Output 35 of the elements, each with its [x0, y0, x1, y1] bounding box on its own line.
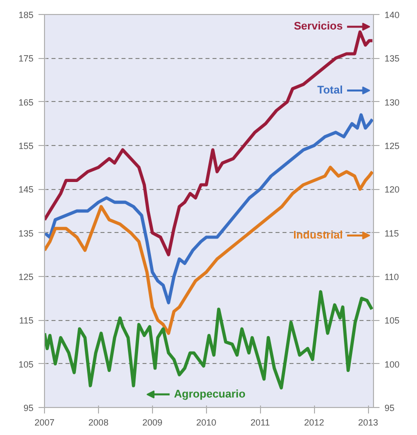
- y2-tick-label: 105: [384, 316, 400, 326]
- x-tick-label: 2009: [142, 418, 162, 428]
- series-label: Agropecuario: [174, 388, 246, 400]
- y2-tick-label: 120: [384, 184, 400, 195]
- line-series: [44, 290, 374, 390]
- y-tick-label: 135: [18, 228, 34, 238]
- line-series: [44, 113, 374, 304]
- y2-tick-label: 125: [384, 141, 400, 151]
- y2-tick-label: 140: [384, 10, 400, 20]
- y-tick-label: 165: [18, 97, 34, 108]
- y-tick-label: 155: [18, 141, 34, 151]
- x-tick-label: 2013: [358, 418, 378, 428]
- x-tick-label: 2011: [250, 418, 270, 428]
- y-tick-label: 105: [18, 359, 34, 370]
- legend-label: Servicios: [294, 20, 343, 33]
- y-tick-label: 145: [18, 184, 34, 195]
- y2-tick-label: 100: [384, 359, 400, 370]
- y2-tick-label: 135: [384, 54, 400, 64]
- y-tick-label: 95: [23, 403, 34, 413]
- x-tick-label: 2010: [196, 418, 216, 428]
- y2-tick-label: 110: [384, 272, 399, 282]
- y-tick-label: 185: [18, 10, 34, 20]
- y2-tick-label: 115: [384, 228, 399, 238]
- y2-tick-label: 95: [384, 403, 395, 413]
- x-tick-label: 2008: [88, 418, 108, 428]
- legend-label: Industrial: [293, 229, 343, 242]
- y-tick-label: 115: [19, 316, 34, 326]
- x-tick-label: 2007: [34, 418, 55, 428]
- y2-tick-label: 130: [384, 97, 400, 108]
- y-tick-label: 175: [18, 54, 34, 64]
- line-series: [44, 166, 374, 335]
- line-series: [44, 30, 374, 256]
- legend-label: Total: [317, 84, 343, 96]
- x-tick-label: 2012: [304, 418, 324, 428]
- y-tick-label: 125: [18, 272, 34, 282]
